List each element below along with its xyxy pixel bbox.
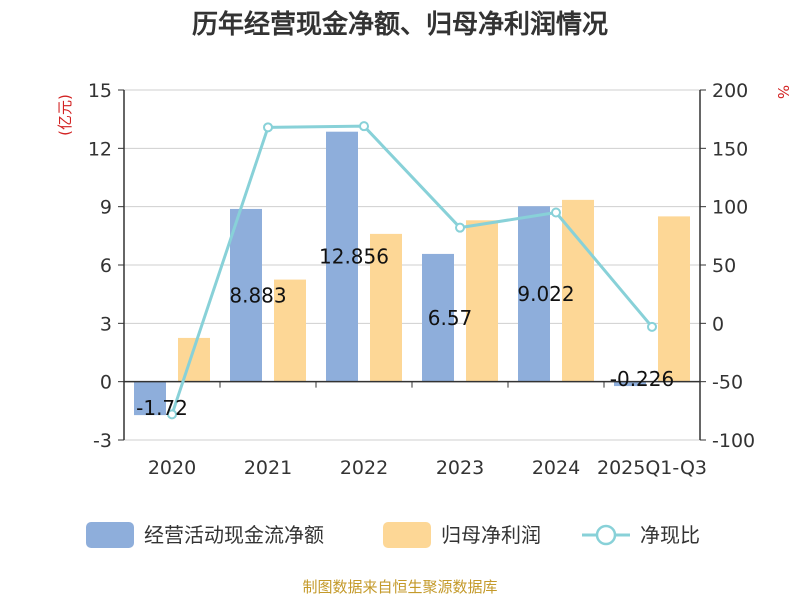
- bar-cashflow: [326, 131, 358, 382]
- bar-value-label: -1.72: [136, 396, 188, 420]
- ratio-point: [167, 409, 177, 420]
- x-tick-label: 2020: [148, 457, 196, 479]
- bar-value-label: 6.57: [428, 306, 473, 330]
- bar-netprofit: [658, 216, 690, 382]
- bar-netprofit: [562, 199, 594, 382]
- legend-marker: [595, 524, 617, 546]
- bar-netprofit: [466, 220, 498, 382]
- left-tick-label: 9: [100, 197, 112, 219]
- axes: -3 0 3 6 9 12 15 -100 -50 0 50 100 150 200 2020 2021 202…: [88, 80, 755, 479]
- legend: 经营活动现金流净额 归母净利润 净现比: [86, 522, 700, 548]
- bar-cashflow: [134, 381, 166, 416]
- left-tick-label: -3: [93, 430, 112, 452]
- source-note: 制图数据来自恒生聚源数据库: [302, 578, 497, 596]
- data-labels: -1.72 8.883 12.856 6.57 9.022 -0.226: [136, 245, 674, 420]
- bar-cashflow: [422, 253, 454, 382]
- right-tick-label: 50: [712, 255, 736, 277]
- left-tick-label: 6: [100, 255, 112, 277]
- line-series: [167, 121, 657, 420]
- right-tick-label: -50: [712, 372, 743, 394]
- ratio-point: [647, 321, 657, 332]
- legend-swatch: [383, 522, 431, 548]
- right-tick-label: -100: [712, 430, 755, 452]
- left-tick-label: 12: [88, 138, 112, 160]
- legend-label: 净现比: [640, 523, 700, 547]
- ratio-line: [170, 124, 654, 415]
- right-tick-label: 0: [712, 313, 724, 335]
- left-axis-unit: (亿元): [56, 94, 74, 136]
- right-tick-label: 150: [712, 138, 748, 160]
- ratio-point: [551, 207, 561, 218]
- x-tick-label: 2024: [532, 457, 580, 479]
- bar-netprofit: [370, 233, 402, 382]
- ratio-point: [359, 121, 369, 132]
- bar-value-label: 12.856: [319, 245, 389, 269]
- x-tick-label: 2022: [340, 457, 388, 479]
- bar-value-label: 8.883: [229, 283, 286, 307]
- left-tick-label: 15: [88, 80, 112, 102]
- right-tick-label: 100: [712, 197, 748, 219]
- bar-series: [134, 131, 690, 416]
- right-tick-label: 200: [712, 80, 748, 102]
- bar-cashflow: [614, 381, 646, 387]
- x-tick-label: 2025Q1-Q3: [597, 457, 707, 479]
- legend-label: 归母净利润: [441, 523, 541, 547]
- ratio-point: [263, 122, 273, 133]
- bar-cashflow: [230, 208, 262, 382]
- chart-title: 历年经营现金净额、归母净利润情况: [192, 9, 608, 40]
- left-tick-label: 3: [100, 313, 112, 335]
- bar-netprofit: [274, 279, 306, 382]
- legend-swatch: [86, 522, 134, 548]
- bar-value-label: -0.226: [610, 367, 674, 391]
- bar-value-label: 9.022: [517, 282, 574, 306]
- x-tick-label: 2021: [244, 457, 292, 479]
- ratio-point: [455, 222, 465, 233]
- right-axis-unit: %: [774, 85, 792, 99]
- x-tick-label: 2023: [436, 457, 484, 479]
- bar-cashflow: [518, 206, 550, 382]
- legend-label: 经营活动现金流净额: [144, 523, 324, 547]
- left-tick-label: 0: [100, 372, 112, 394]
